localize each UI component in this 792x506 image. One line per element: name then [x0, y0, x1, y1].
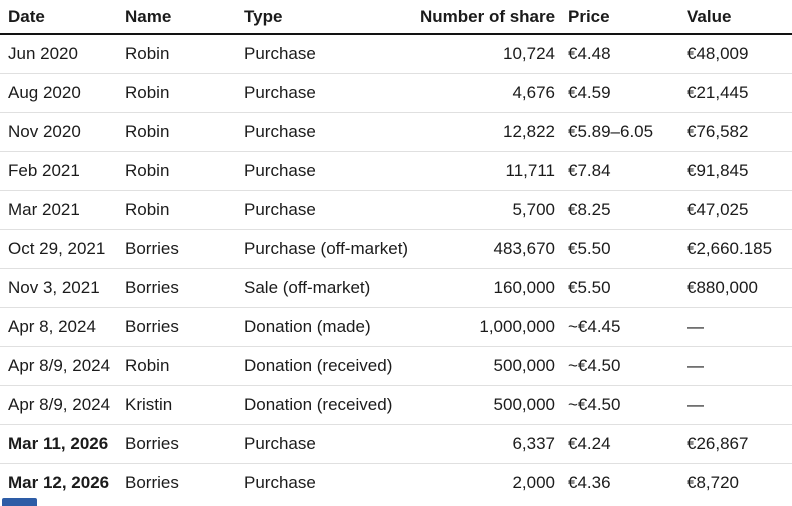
- cell-shares: 160,000: [420, 268, 555, 308]
- cell-type: Purchase: [244, 151, 420, 191]
- cell-price: €4.59: [555, 73, 687, 113]
- cell-value: €2,660.185: [687, 229, 792, 269]
- cell-type: Purchase: [244, 112, 420, 152]
- cell-shares: 2,000: [512, 473, 555, 492]
- cell-type: Purchase: [244, 34, 420, 74]
- table-header: Date Name Type Number of shares Price Va…: [0, 0, 792, 35]
- cell-shares: 12,822: [420, 112, 555, 152]
- cell-value: —: [687, 385, 792, 425]
- header-value: Value: [687, 0, 792, 35]
- cell-shares: 10,724: [420, 34, 555, 74]
- cell-name: Robin: [125, 151, 244, 191]
- table-row: Apr 8/9, 2024 Robin Donation (received) 500…: [0, 346, 792, 386]
- cell-name: Borries: [125, 473, 179, 492]
- cropped-blue-element: [2, 498, 37, 506]
- cell-name: Borries: [125, 229, 244, 269]
- header-price: Price: [555, 0, 687, 35]
- table-row: Mar 12, 2026 Borries Purchase 2,000 €4.36 €8,…: [0, 464, 792, 503]
- cell-shares: 4,676: [420, 73, 555, 113]
- cell-price: €7.84: [555, 151, 687, 191]
- cell-price: ~€4.50: [555, 346, 687, 386]
- table-row: Mar 11, 2026 Borries Purchase 6,337 €4.24 €26…: [0, 424, 792, 464]
- cell-date: Apr 8/9, 2024: [0, 346, 125, 386]
- cell-name: Robin: [125, 112, 244, 152]
- table-body: Jun 2020 Robin Purchase 10,724 €4.48 €48,009 A…: [0, 34, 792, 502]
- cell-name: Robin: [125, 190, 244, 230]
- table-row: Nov 3, 2021 Borries Sale (off-market) 160,0…: [0, 268, 792, 308]
- cell-date: Nov 2020: [0, 112, 125, 152]
- header-type: Type: [244, 0, 420, 35]
- cell-name: Robin: [125, 34, 244, 74]
- cell-type: Purchase: [244, 424, 420, 464]
- cell-date: Mar 2021: [0, 190, 125, 230]
- cell-value: €880,000: [687, 268, 792, 308]
- cell-value: €21,445: [687, 73, 792, 113]
- cell-type: Purchase (off-market): [244, 229, 420, 269]
- header-row: Date Name Type Number of shares Price Va…: [0, 0, 792, 35]
- table-row: Apr 8, 2024 Borries Donation (made) 1,000,0…: [0, 307, 792, 347]
- cell-date: Aug 2020: [0, 73, 125, 113]
- cell-price: ~€4.50: [555, 385, 687, 425]
- cell-type: Donation (made): [244, 307, 420, 347]
- cell-name: Robin: [125, 346, 244, 386]
- cell-value: —: [687, 346, 792, 386]
- cell-value: €91,845: [687, 151, 792, 191]
- table-row: Mar 2021 Robin Purchase 5,700 €8.25 €47,025: [0, 190, 792, 230]
- header-name: Name: [125, 0, 244, 35]
- cell-date: Mar 11, 2026: [0, 424, 125, 464]
- table-row: Oct 29, 2021 Borries Purchase (off-market)…: [0, 229, 792, 269]
- cell-shares: 500,000: [420, 346, 555, 386]
- cell-price: €5.50: [555, 229, 687, 269]
- cell-name: Borries: [125, 424, 244, 464]
- cell-type: Purchase: [244, 73, 420, 113]
- cell-shares: 1,000,000: [420, 307, 555, 347]
- cell-date: Apr 8/9, 2024: [0, 385, 125, 425]
- table-row: Nov 2020 Robin Purchase 12,822 €5.89–6.05 €76…: [0, 112, 792, 152]
- cell-name: Borries: [125, 268, 244, 308]
- table-row: Aug 2020 Robin Purchase 4,676 €4.59 €21,445: [0, 73, 792, 113]
- cell-type: Purchase: [244, 190, 420, 230]
- cell-value: —: [687, 307, 792, 347]
- cell-date: Nov 3, 2021: [0, 268, 125, 308]
- cell-price: €5.89–6.05: [555, 112, 687, 152]
- table-row: Jun 2020 Robin Purchase 10,724 €4.48 €48,009: [0, 34, 792, 74]
- cell-type: Purchase: [244, 473, 316, 492]
- cell-date: Apr 8, 2024: [0, 307, 125, 347]
- cell-price: €5.50: [555, 268, 687, 308]
- cell-shares: 500,000: [420, 385, 555, 425]
- cell-type: Sale (off-market): [244, 268, 420, 308]
- table-row: Apr 8/9, 2024 Kristin Donation (received) 5…: [0, 385, 792, 425]
- cell-name: Robin: [125, 73, 244, 113]
- cell-shares: 5,700: [420, 190, 555, 230]
- cell-value: €48,009: [687, 34, 792, 74]
- cell-shares: 11,711: [420, 151, 555, 191]
- cell-price: €4.24: [555, 424, 687, 464]
- cell-name: Borries: [125, 307, 244, 347]
- cell-price: €4.48: [555, 34, 687, 74]
- header-shares: Number of shares: [420, 0, 555, 35]
- cell-date: Mar 12, 2026: [8, 473, 110, 492]
- cell-value: €26,867: [687, 424, 792, 464]
- table-row: Feb 2021 Robin Purchase 11,711 €7.84 €91,845: [0, 151, 792, 191]
- cell-price: €8.25: [555, 190, 687, 230]
- cell-date: Oct 29, 2021: [0, 229, 125, 269]
- cell-type: Donation (received): [244, 385, 420, 425]
- cell-price: €4.36: [568, 473, 611, 492]
- header-date: Date: [0, 0, 125, 35]
- cell-date: Feb 2021: [0, 151, 125, 191]
- cell-value: €76,582: [687, 112, 792, 152]
- cell-shares: 6,337: [420, 424, 555, 464]
- cell-date: Jun 2020: [0, 34, 125, 74]
- cell-name: Kristin: [125, 385, 244, 425]
- cell-price: ~€4.45: [555, 307, 687, 347]
- cell-type: Donation (received): [244, 346, 420, 386]
- cell-value: €8,720: [687, 473, 739, 492]
- cell-shares: 483,670: [420, 229, 555, 269]
- cell-value: €47,025: [687, 190, 792, 230]
